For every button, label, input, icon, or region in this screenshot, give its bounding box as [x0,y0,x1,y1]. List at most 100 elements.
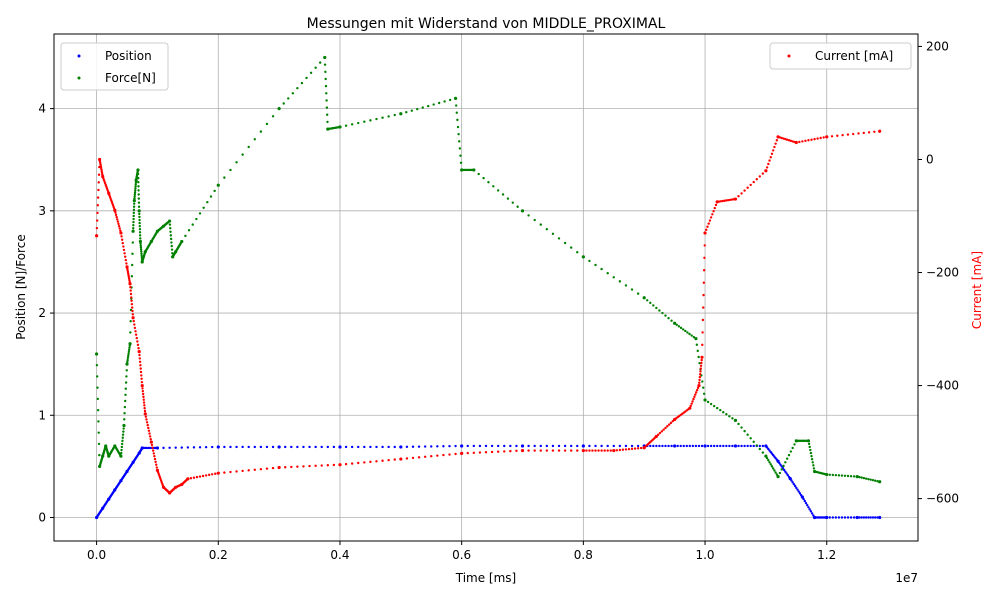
data-point [143,406,146,410]
data-point [296,465,299,468]
data-point [713,206,716,210]
data-point [780,465,783,468]
data-point [761,444,765,448]
data-point [696,386,700,390]
data-point [213,189,216,193]
data-point [121,433,125,436]
data-point [453,96,458,100]
data-point [192,446,196,449]
series-position [94,444,882,520]
data-point [247,145,250,149]
data-point [357,461,360,465]
data-point [325,106,329,109]
data-point [666,425,669,428]
data-point [363,445,366,449]
data-point [520,448,525,453]
data-point [375,117,378,121]
data-point [733,444,738,448]
data-point [96,386,99,389]
data-point [746,186,749,189]
data-point [265,467,269,470]
data-point [836,134,839,137]
data-point [147,429,151,432]
data-point [752,440,755,444]
data-point [184,234,187,238]
data-point [809,451,813,455]
data-point [97,181,100,184]
data-point [669,421,673,425]
data-point [114,211,117,214]
data-point [773,469,776,472]
data-point [557,449,561,452]
data-point [138,357,141,360]
data-point [284,445,287,449]
data-point [690,334,693,337]
data-point [871,516,875,519]
data-point [810,458,814,461]
data-point [138,221,141,225]
data-point [695,343,699,346]
data-point [722,444,725,448]
data-point [309,71,313,75]
data-point [545,449,549,452]
data-point [132,220,135,224]
data-point [725,413,728,416]
data-point [375,445,378,449]
data-point [134,185,137,188]
data-point [410,109,413,112]
data-point [387,458,390,462]
data-point [324,84,328,88]
data-point [794,140,798,145]
data-point [858,516,861,519]
data-point [120,238,124,241]
data-point [843,516,847,519]
data-point [752,444,755,448]
data-point [472,168,476,172]
data-point [677,325,681,328]
data-point [170,241,173,244]
data-point [430,455,433,458]
data-point [277,465,281,470]
data-point [138,239,142,244]
data-point [789,139,793,143]
data-point [416,107,419,111]
data-point [96,397,100,401]
data-point [235,161,238,164]
data-point [235,445,238,449]
data-point [728,415,731,418]
data-point [140,254,143,258]
legend-left: Position Force[N] [60,42,169,91]
plot-frame [53,33,919,542]
data-point [673,444,677,448]
data-point [764,169,768,173]
data-point [123,418,126,421]
data-point [749,437,752,440]
data-point [812,464,815,467]
data-point [405,457,409,460]
data-point [569,246,573,249]
data-point [338,125,342,129]
data-point [131,309,134,313]
x-tick-label: 0.4 [330,548,349,562]
data-point [737,444,740,448]
data-point [387,445,390,449]
data-point [460,451,464,455]
data-point [798,140,801,144]
data-point [703,244,706,247]
x-axis-label: Time [ms] [455,571,517,585]
data-point [437,101,441,105]
data-point [350,462,354,465]
data-point [775,139,779,142]
data-point [509,444,512,448]
data-point [700,355,704,359]
data-point [122,248,126,252]
data-point [145,418,148,421]
data-point [618,448,622,452]
data-point [123,405,127,409]
data-point [725,199,728,202]
data-point [679,444,682,448]
data-point [639,446,643,450]
data-point [300,81,304,85]
data-point [840,474,844,477]
data-point [96,375,99,378]
